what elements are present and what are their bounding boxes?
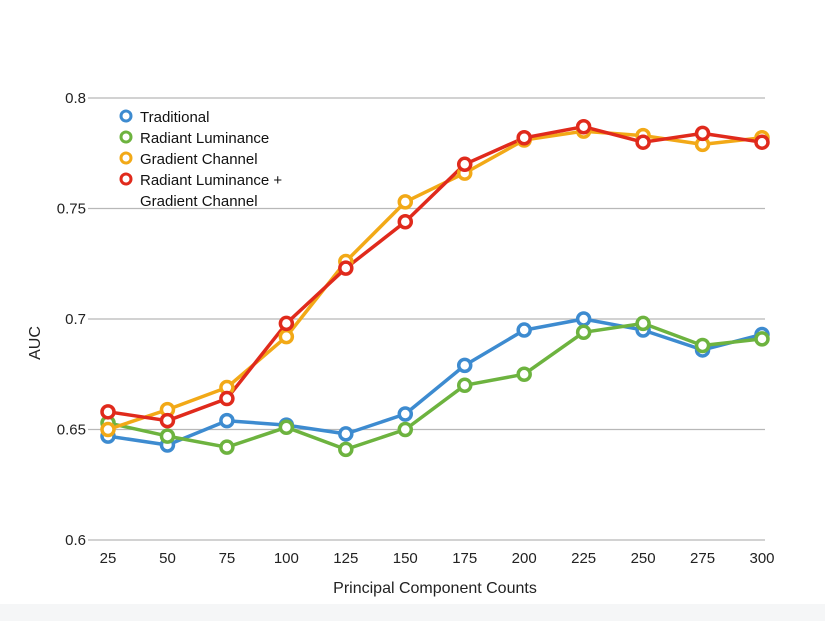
data-point: [159, 428, 176, 444]
legend-marker: [119, 109, 133, 123]
y-tick-label: 0.65: [57, 422, 86, 439]
legend: Traditional Radiant Luminance Gradient Cha…: [119, 109, 282, 210]
data-point: [754, 331, 770, 347]
legend-label: Radiant Luminance +: [140, 172, 282, 189]
data-point: [516, 322, 532, 338]
x-tick-label: 100: [274, 550, 299, 567]
x-tick-label: 250: [631, 550, 656, 567]
series-line-2: [106, 129, 764, 432]
data-point: [159, 412, 176, 429]
x-tick-label: 200: [512, 550, 537, 567]
x-axis-ticks: 25 50 75 100 125 150 175 200 225 250 275 300: [100, 550, 775, 567]
y-axis-ticks: 0.6 0.65 0.7 0.75 0.8: [57, 90, 86, 549]
data-point: [278, 315, 295, 332]
series-lines: [106, 124, 764, 452]
legend-label: Radiant Luminance: [140, 130, 269, 147]
data-point: [456, 156, 473, 173]
legend-label: Traditional: [140, 109, 209, 126]
data-point: [575, 311, 592, 327]
data-point: [397, 406, 414, 422]
series-points: [100, 118, 770, 458]
data-point: [694, 337, 711, 354]
data-point: [397, 194, 414, 210]
bottom-strip: [0, 604, 825, 621]
y-axis-title: AUC: [27, 326, 44, 360]
data-point: [219, 439, 235, 455]
data-point: [516, 130, 532, 146]
data-point: [635, 315, 651, 332]
x-tick-label: 150: [393, 550, 418, 567]
series-line-3: [106, 124, 764, 423]
data-point: [278, 328, 295, 345]
data-point: [219, 390, 235, 407]
x-tick-label: 275: [690, 550, 715, 567]
x-tick-label: 300: [749, 550, 774, 567]
data-point: [397, 214, 414, 230]
legend-marker: [119, 130, 133, 144]
data-point: [635, 134, 651, 150]
legend-marker: [119, 151, 133, 165]
x-tick-label: 225: [571, 550, 596, 567]
data-point: [219, 412, 235, 429]
x-tick-label: 125: [333, 550, 358, 567]
series-line-1: [106, 321, 764, 452]
data-point: [397, 421, 414, 438]
y-tick-label: 0.75: [57, 201, 86, 218]
y-tick-label: 0.8: [65, 90, 86, 107]
series-line-0: [106, 317, 764, 447]
data-point: [754, 134, 770, 150]
y-tick-label: 0.7: [65, 311, 86, 328]
legend-label: Gradient Channel: [140, 151, 258, 168]
data-point: [338, 441, 354, 458]
data-point: [575, 118, 592, 135]
data-point: [278, 419, 295, 436]
x-tick-label: 175: [452, 550, 477, 567]
data-point: [100, 404, 116, 420]
data-point: [694, 125, 711, 142]
x-tick-label: 75: [219, 550, 236, 567]
data-point: [456, 357, 473, 374]
data-point: [338, 260, 354, 276]
x-tick-label: 25: [100, 550, 117, 567]
data-point: [338, 426, 354, 442]
legend-label: Gradient Channel: [140, 193, 258, 210]
data-point: [575, 324, 592, 341]
data-point: [456, 377, 473, 394]
legend-marker: [119, 172, 133, 186]
data-point: [100, 421, 116, 438]
data-point: [516, 366, 532, 382]
x-axis-title: Principal Component Counts: [333, 580, 537, 597]
y-tick-label: 0.6: [65, 532, 86, 549]
x-tick-label: 50: [159, 550, 176, 567]
